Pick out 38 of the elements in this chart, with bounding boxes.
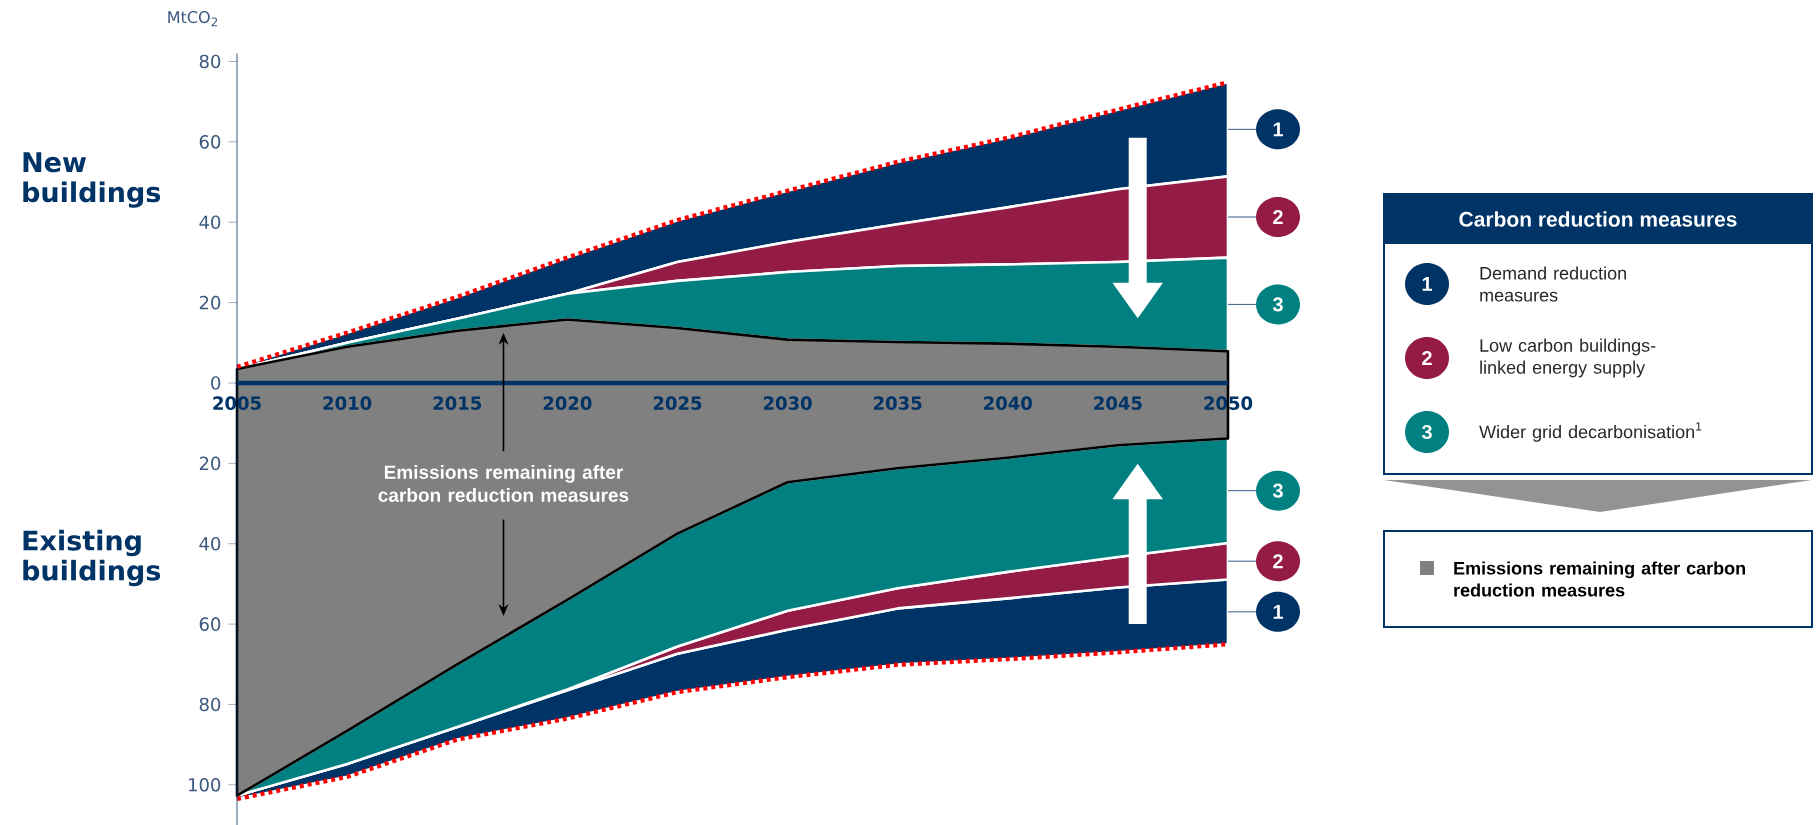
y-tick-label: 60 <box>199 617 221 631</box>
y-axis-title: MtCO$_{2}$ <box>168 10 218 27</box>
legend-label: Low carbon buildings-linked energy supply <box>1480 338 1656 378</box>
x-tick-label: 2045 <box>1094 396 1142 410</box>
text: 1 <box>1273 122 1284 137</box>
text: New buildings <box>23 152 161 208</box>
text: 3 <box>1272 297 1283 312</box>
x-tick-label: 2005 <box>213 396 261 410</box>
legend-label: Wider grid decarbonisation$^{1}$ <box>1479 421 1702 442</box>
text: 1 <box>1422 276 1433 291</box>
x-tick-label: 2030 <box>763 396 812 410</box>
annotation: Emissions remaining after carbon reduction measures <box>378 464 629 502</box>
y-tick-label: 20 <box>199 295 221 310</box>
legend-label: Demand reduction measures <box>1480 266 1626 302</box>
y-tick-label: 20 <box>199 456 221 470</box>
y-tick-label: 60 <box>199 134 221 149</box>
text: 2 <box>1273 554 1283 568</box>
legend-label: Emissions remaining after carbon reduction measures <box>1454 561 1746 597</box>
text: 3 <box>1272 483 1283 498</box>
y-tick-label: 40 <box>199 536 221 551</box>
y-tick-label: 80 <box>199 54 221 69</box>
x-tick-label: 2050 <box>1204 396 1253 410</box>
text: 2 <box>1422 350 1432 365</box>
y-tick-label: 0 <box>211 376 221 390</box>
y-tick-label: 80 <box>199 697 221 712</box>
y-tick-label: 40 <box>199 215 221 229</box>
x-tick-label: 2035 <box>874 396 922 410</box>
x-tick-label: 2015 <box>433 396 482 410</box>
text: 2 <box>1273 209 1283 224</box>
x-tick-label: 2010 <box>323 396 372 410</box>
text: 1 <box>1273 604 1284 619</box>
text: 3 <box>1421 424 1432 439</box>
y-tick-label: 100 <box>189 777 221 792</box>
x-tick-label: 2040 <box>984 396 1032 410</box>
legend-title: Carbon reduction measures <box>1459 211 1737 227</box>
x-tick-label: 2025 <box>653 396 702 410</box>
x-tick-label: 2020 <box>543 396 592 410</box>
text: Existing buildings <box>23 529 161 586</box>
